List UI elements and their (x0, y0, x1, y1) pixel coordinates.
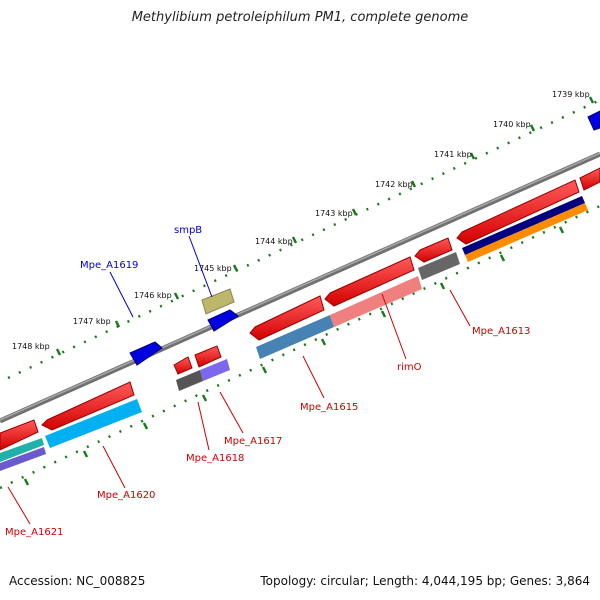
band-navy (462, 196, 585, 255)
gene-red-a (0, 419, 39, 451)
scale-label-1748: 1748 kbp (12, 342, 50, 351)
scale-label-1746: 1746 kbp (134, 291, 172, 300)
connector-mpe-a1621 (7, 486, 31, 525)
inner-tick-track (0, 204, 600, 490)
scale-label-1745: 1745 kbp (194, 264, 232, 273)
gene-label-mpe-a1620: Mpe_A1620 (97, 490, 155, 501)
connector-mpe-a1618 (197, 401, 210, 451)
band-grey-a (176, 370, 203, 391)
connector-mpe-a1617 (219, 391, 244, 434)
scale-label-1742: 1742 kbp (375, 180, 413, 189)
scale-label-1747: 1747 kbp (73, 317, 111, 326)
band-purple (0, 447, 46, 471)
band-violet (200, 359, 230, 381)
connector-mpe-a1613 (449, 289, 471, 327)
accession-text: Accession: NC_008825 (9, 574, 146, 588)
gene-mpe-a1618-red (173, 356, 193, 375)
scale-label-1741: 1741 kbp (434, 150, 472, 159)
band-grey-b (418, 252, 460, 280)
band-cyan (45, 399, 142, 448)
gene-olive (201, 288, 235, 315)
gene-label-mpe-a1617: Mpe_A1617 (224, 436, 282, 447)
gene-smpB (207, 309, 239, 332)
gene-mpe-a1619 (129, 341, 163, 366)
gene-label-rimO: rimO (397, 362, 422, 373)
band-teal (0, 438, 44, 462)
gene-mpe-a1613-red (456, 179, 580, 245)
gene-label-mpe-a1621: Mpe_A1621 (5, 527, 63, 538)
gene-rimO-red (324, 256, 415, 307)
gene-label-mpe-a1618: Mpe_A1618 (186, 453, 244, 464)
scale-label-1739: 1739 kbp (552, 90, 590, 99)
gene-mpe-a1615-red (249, 295, 325, 341)
forward-genes (129, 110, 600, 366)
annotation-bands (0, 196, 588, 471)
gene-label-mpe-a1613: Mpe_A1613 (472, 326, 530, 337)
gene-mpe-a1620-red (41, 381, 135, 431)
genome-backbone (0, 151, 600, 424)
gene-top-right-red (579, 167, 600, 191)
connector-mpe-a1619 (109, 271, 134, 318)
gene-mid-red (414, 237, 453, 263)
scale-label-1740: 1740 kbp (493, 120, 531, 129)
band-pink (330, 276, 422, 327)
connector-mpe-a1615 (302, 355, 325, 399)
map-title-overlay: Methylibium petroleiphilum PM1, complete… (131, 10, 469, 25)
connector-smpB (188, 235, 213, 298)
band-steelblue (256, 315, 334, 359)
connector-mpe-a1620 (102, 445, 126, 489)
genome-summary-text: Topology: circular; Length: 4,044,195 bp… (260, 574, 590, 588)
reverse-genes (0, 167, 600, 451)
scale-label-1743: 1743 kbp (315, 209, 353, 218)
gene-label-mpe-a1615: Mpe_A1615 (300, 402, 358, 413)
inner-major-ticks (23, 226, 565, 486)
gene-mpe-a1617-red (194, 345, 222, 368)
gene-1739-region (587, 110, 600, 131)
connector-rimO (381, 293, 407, 360)
scale-label-1744: 1744 kbp (255, 237, 293, 246)
gene-label-smpB: smpB (174, 225, 202, 236)
outer-tick-track (7, 98, 600, 380)
gene-label-mpe-a1619: Mpe_A1619 (80, 260, 138, 271)
outer-major-ticks (55, 96, 595, 356)
band-orange (465, 203, 588, 262)
